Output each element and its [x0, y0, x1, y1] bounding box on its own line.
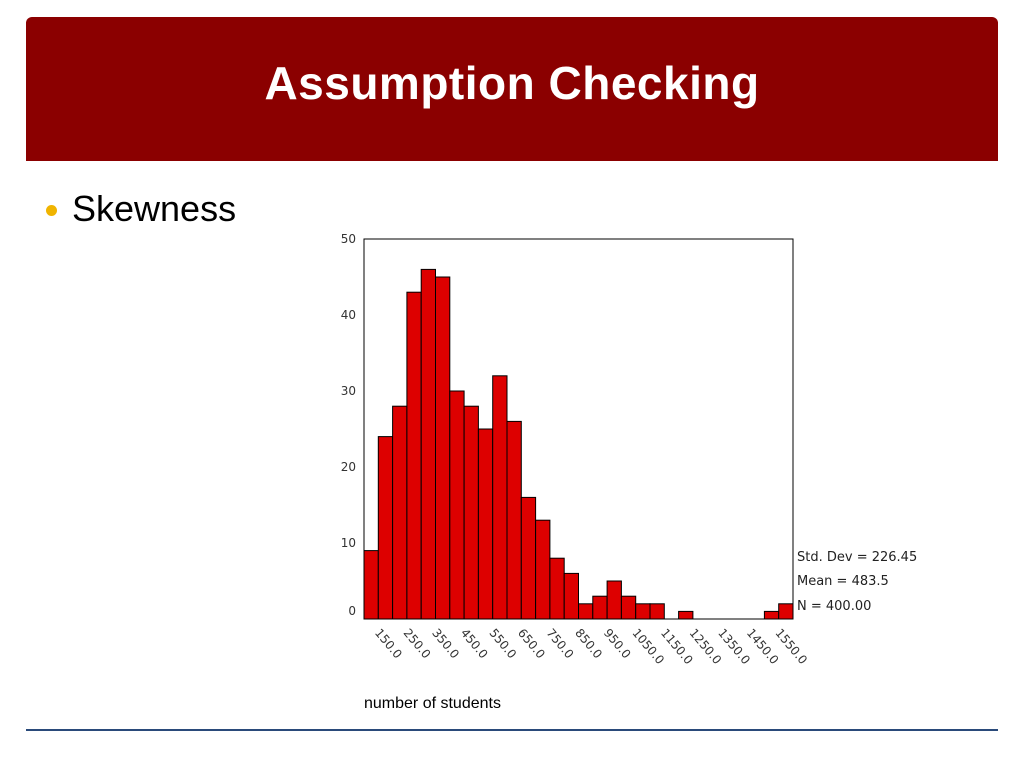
histogram-bar: [377, 436, 394, 620]
x-tick-label: 850.0: [572, 626, 605, 661]
histogram-bar: [406, 291, 422, 620]
y-ticks-group: 0 10 20 30 40 50: [341, 232, 356, 618]
x-tick-label: 750.0: [544, 626, 577, 661]
histogram-bar: [477, 428, 494, 620]
histogram-bar: [635, 603, 651, 620]
x-ticks-group: 150.0250.0350.0450.0550.0650.0750.0850.0…: [372, 626, 810, 667]
bullet-item: Skewness: [46, 188, 236, 230]
histogram-bar: [578, 603, 594, 620]
y-tick-label: 40: [341, 308, 356, 322]
histogram-bar: [563, 572, 580, 620]
bullet-dot-icon: [46, 204, 57, 216]
stat-n: N = 400.00: [797, 599, 871, 614]
x-tick-label: 150.0: [372, 626, 405, 661]
y-tick-label: 30: [341, 384, 356, 398]
x-tick-label: 250.0: [401, 626, 434, 661]
y-tick-label: 20: [341, 460, 356, 474]
histogram-bar: [620, 595, 637, 620]
histogram-bar: [420, 268, 437, 620]
x-tick-label: 450.0: [458, 626, 491, 661]
x-tick-label: 350.0: [429, 626, 462, 661]
x-tick-label: 950.0: [601, 626, 634, 661]
histogram-bar: [392, 405, 408, 620]
histogram-bar: [763, 610, 780, 620]
title-bar: Assumption Checking: [26, 17, 998, 161]
bullet-text: Skewness: [72, 188, 237, 229]
bottom-rule: [26, 729, 998, 731]
histogram-bar: [535, 519, 551, 620]
y-tick-label: 50: [341, 232, 356, 246]
histogram-bar: [549, 557, 565, 620]
histogram-bar: [449, 390, 465, 620]
x-tick-label: 650.0: [515, 626, 548, 661]
stat-mean: Mean = 483.5: [797, 574, 889, 589]
histogram-bar: [778, 603, 794, 620]
stat-std-dev: Std. Dev = 226.45: [797, 550, 917, 565]
bars-group: [363, 268, 794, 620]
histogram-bar: [678, 610, 694, 620]
histogram-bar: [435, 276, 451, 620]
histogram-bar: [463, 405, 479, 620]
histogram-bar: [592, 595, 608, 620]
histogram-bar: [649, 603, 665, 620]
y-tick-label: 0: [348, 604, 356, 618]
x-axis-label: number of students: [364, 695, 501, 712]
histogram-bar: [606, 580, 622, 620]
x-tick-label: 550.0: [486, 626, 519, 661]
histogram-bar: [363, 550, 379, 620]
slide-title: Assumption Checking: [264, 57, 760, 109]
y-tick-label: 10: [341, 536, 356, 550]
histogram-bar: [506, 420, 522, 620]
histogram-bar: [492, 375, 508, 620]
histogram-bar: [520, 496, 537, 620]
